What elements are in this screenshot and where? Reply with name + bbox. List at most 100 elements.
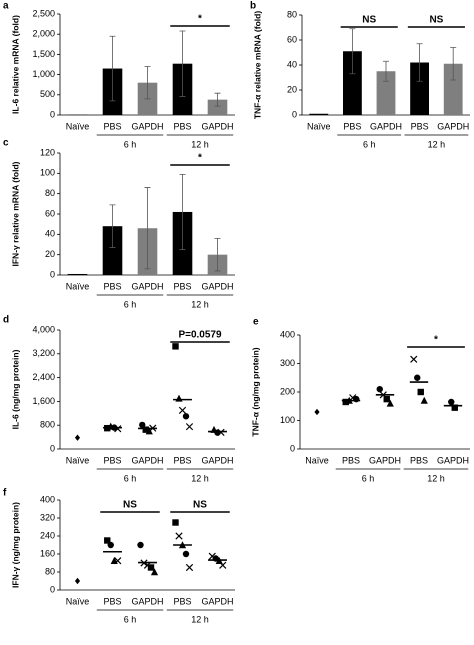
point bbox=[342, 398, 349, 406]
y-tick-label: 1,500 bbox=[32, 49, 55, 59]
group-label: 6 h bbox=[124, 139, 137, 149]
y-axis-title: TNF-α relative mRNA (fold) bbox=[252, 11, 262, 119]
point bbox=[114, 557, 122, 565]
group-label: 12 h bbox=[428, 139, 446, 149]
y-tick-label: 0 bbox=[50, 109, 55, 119]
panel-label: f bbox=[3, 488, 7, 499]
y-tick-label: 40 bbox=[287, 59, 297, 69]
point bbox=[376, 385, 383, 393]
point bbox=[142, 426, 149, 433]
y-axis-title: IL-6 (ng/mg protein) bbox=[10, 349, 20, 429]
error-bar bbox=[416, 43, 423, 82]
x-tick-label: PBS bbox=[103, 596, 121, 606]
y-tick-label: 100 bbox=[280, 415, 295, 425]
panel-label: b bbox=[250, 1, 256, 12]
x-tick-label: GAPDH bbox=[131, 596, 163, 606]
group-label: 6 h bbox=[124, 299, 137, 309]
point bbox=[172, 519, 179, 526]
bar bbox=[443, 63, 463, 115]
panel-label: c bbox=[3, 138, 9, 149]
error-bar bbox=[349, 28, 356, 75]
significance-label: * bbox=[198, 14, 202, 25]
significance-label: NS bbox=[362, 15, 376, 26]
point bbox=[107, 541, 114, 549]
point bbox=[137, 541, 144, 549]
significance-label: NS bbox=[193, 500, 207, 511]
y-tick-label: 2,000 bbox=[32, 29, 55, 39]
group-label: 12 h bbox=[191, 139, 209, 149]
y-tick-label: 1,600 bbox=[32, 396, 55, 406]
point bbox=[417, 388, 424, 396]
point bbox=[182, 413, 190, 420]
y-tick-label: 0 bbox=[50, 584, 55, 594]
y-tick-label: 20 bbox=[287, 84, 297, 94]
y-tick-label: 60 bbox=[45, 208, 55, 218]
x-tick-label: Naïve bbox=[66, 455, 90, 465]
point bbox=[219, 561, 227, 569]
y-tick-label: 0 bbox=[292, 109, 297, 119]
y-tick-label: 0 bbox=[50, 443, 55, 453]
x-tick-label: GAPDH bbox=[201, 596, 233, 606]
point bbox=[353, 395, 360, 403]
x-tick-label: Naïve bbox=[307, 121, 331, 131]
y-tick-label: 4,000 bbox=[32, 324, 55, 334]
x-tick-label: PBS bbox=[103, 281, 121, 291]
y-tick-label: 3,200 bbox=[32, 348, 55, 358]
panel-label: d bbox=[3, 315, 9, 326]
x-tick-label: PBS bbox=[103, 455, 121, 465]
group-label: 12 h bbox=[191, 299, 209, 309]
y-tick-label: 320 bbox=[40, 512, 55, 522]
point bbox=[114, 425, 122, 433]
point bbox=[410, 355, 418, 363]
x-tick-label: GAPDH bbox=[369, 455, 401, 465]
error-bar bbox=[383, 60, 389, 82]
y-tick-label: 400 bbox=[280, 329, 295, 339]
x-tick-label: GAPDH bbox=[437, 121, 469, 131]
y-tick-label: 120 bbox=[40, 147, 55, 157]
point bbox=[451, 404, 458, 411]
y-tick-label: 240 bbox=[40, 530, 55, 540]
error-bar bbox=[144, 66, 151, 100]
point bbox=[175, 532, 183, 540]
x-tick-label: PBS bbox=[410, 455, 428, 465]
y-tick-label: 500 bbox=[40, 89, 55, 99]
point bbox=[386, 399, 394, 407]
error-bar bbox=[214, 238, 221, 272]
y-tick-label: 0 bbox=[50, 269, 55, 279]
x-tick-label: PBS bbox=[173, 281, 191, 291]
y-axis-title: TNF-α (ng/mg protein) bbox=[250, 347, 260, 436]
y-tick-label: 300 bbox=[280, 358, 295, 368]
point bbox=[150, 568, 159, 576]
group-label: 12 h bbox=[191, 614, 209, 624]
y-tick-label: 1,000 bbox=[32, 69, 55, 79]
point bbox=[185, 423, 194, 431]
y-tick-label: 2,400 bbox=[32, 372, 55, 382]
bar bbox=[342, 51, 362, 115]
x-tick-label: PBS bbox=[173, 455, 191, 465]
x-tick-label: PBS bbox=[411, 121, 429, 131]
y-tick-label: 80 bbox=[45, 566, 55, 576]
point bbox=[383, 395, 390, 403]
error-bar bbox=[179, 30, 186, 97]
x-tick-label: PBS bbox=[173, 596, 191, 606]
y-tick-label: 60 bbox=[287, 34, 297, 44]
x-tick-label: GAPDH bbox=[131, 455, 163, 465]
point bbox=[182, 550, 190, 558]
x-tick-label: Naïve bbox=[66, 121, 90, 131]
group-label: 6 h bbox=[363, 139, 376, 149]
y-tick-label: 0 bbox=[290, 443, 295, 453]
y-tick-label: 20 bbox=[45, 249, 55, 259]
bar bbox=[410, 62, 430, 115]
point bbox=[74, 577, 81, 585]
error-bar bbox=[450, 47, 457, 81]
point bbox=[175, 394, 183, 402]
bar bbox=[102, 226, 123, 275]
error-bar bbox=[179, 173, 186, 250]
x-tick-label: Naïve bbox=[66, 281, 90, 291]
point bbox=[314, 408, 320, 416]
x-tick-label: PBS bbox=[173, 121, 191, 131]
group-label: 6 h bbox=[124, 473, 137, 483]
x-tick-label: GAPDH bbox=[131, 281, 163, 291]
x-tick-label: PBS bbox=[342, 455, 360, 465]
